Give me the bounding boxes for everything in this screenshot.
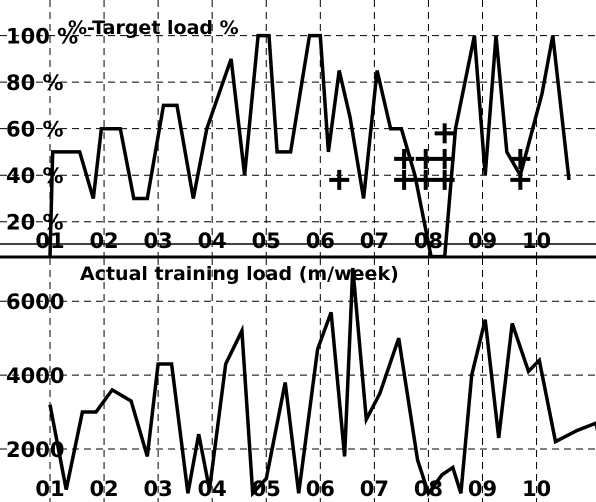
x-tick-label: 08	[414, 229, 443, 253]
actual-load-series	[48, 267, 596, 498]
target-load-y-ticks: 100 % 80 % 60 % 40 % 20 %	[6, 25, 78, 235]
target-load-series	[48, 33, 571, 257]
y-tick-label: 6000	[6, 290, 64, 314]
series-line	[48, 33, 571, 257]
x-tick-label: 04	[198, 477, 227, 501]
plus-marker	[394, 169, 415, 190]
plus-marker	[434, 123, 455, 144]
y-tick-label: 60 %	[6, 118, 64, 142]
target-load-panel: 100 % 80 % 60 % 40 % 20 % 01 02 03 04 05 06 07 08 09…	[0, 0, 596, 257]
x-tick-label: 08	[414, 477, 443, 501]
plus-marker	[415, 148, 436, 169]
x-tick-label: 01	[35, 229, 64, 253]
x-tick-label: 07	[360, 477, 389, 501]
plus-marker	[415, 169, 436, 190]
x-tick-label: 02	[89, 229, 118, 253]
plus-marker	[510, 148, 531, 169]
y-tick-label: 100 %	[6, 25, 78, 49]
target-load-x-ticks: 01 02 03 04 05 06 07 08 09 10	[35, 229, 551, 253]
x-tick-label: 06	[306, 477, 335, 501]
actual-load-panel: 6000 4000 2000 01 02 03 04 05 06 07 08 09 10 Actual…	[0, 258, 596, 502]
plus-marker	[510, 169, 531, 190]
plus-marker	[434, 148, 455, 169]
x-tick-label: 09	[468, 477, 497, 501]
plus-marker	[394, 148, 415, 169]
actual-load-grid	[0, 258, 596, 502]
x-tick-label: 07	[360, 229, 389, 253]
x-tick-label: 03	[144, 477, 173, 501]
plus-marker	[434, 169, 455, 190]
y-tick-label: 40 %	[6, 164, 64, 188]
x-tick-label: 04	[198, 229, 227, 253]
series-line	[48, 267, 596, 498]
y-tick-label: 80 %	[6, 71, 64, 95]
x-tick-label: 05	[252, 477, 281, 501]
x-tick-label: 06	[306, 229, 335, 253]
actual-load-y-ticks: 6000 4000 2000	[6, 290, 64, 462]
target-load-markers	[329, 123, 531, 190]
actual-load-title: Actual training load (m/week)	[80, 263, 399, 285]
x-tick-label: 02	[89, 477, 118, 501]
y-tick-label: 4000	[6, 364, 64, 388]
x-tick-label: 10	[522, 229, 551, 253]
target-load-title: %-Target load %	[68, 17, 239, 39]
y-tick-label: 20 %	[6, 211, 64, 235]
y-tick-label: 2000	[6, 438, 64, 462]
x-tick-label: 01	[35, 477, 64, 501]
actual-load-x-ticks: 01 02 03 04 05 06 07 08 09 10	[35, 477, 551, 501]
x-tick-label: 03	[144, 229, 173, 253]
x-tick-label: 10	[522, 477, 551, 501]
x-tick-label: 05	[252, 229, 281, 253]
plus-marker	[329, 169, 350, 190]
x-tick-label: 09	[468, 229, 497, 253]
